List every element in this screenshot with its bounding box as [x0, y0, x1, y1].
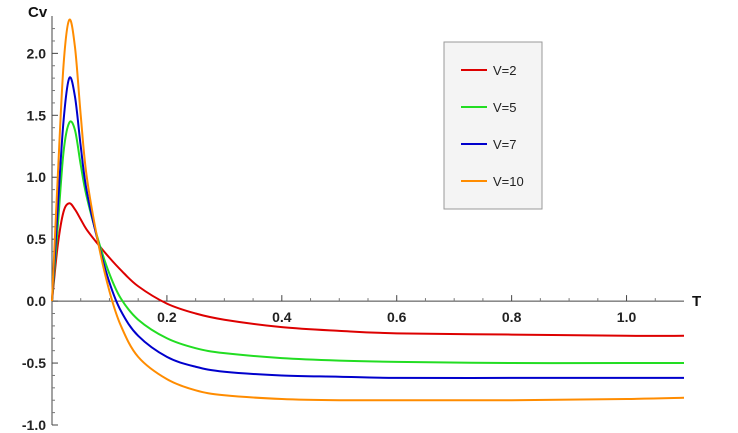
legend-label: V=7 [493, 137, 517, 152]
series-group [51, 18, 685, 402]
x-tick-label: 0.2 [157, 309, 177, 325]
y-axis-title: Cv [28, 4, 48, 21]
y-ticks: -1.0 -0.5 0.0 0.5 1.0 1.5 2.0 [22, 28, 58, 433]
x-tick-label: 1.0 [617, 309, 637, 325]
legend: V=2 V=5 V=7 V=10 [443, 41, 543, 210]
legend-label: V=2 [493, 63, 517, 78]
y-tick-label: 1.0 [27, 169, 47, 185]
x-axis-title: T [692, 293, 701, 310]
legend-label: V=10 [493, 174, 524, 189]
y-tick-label: -0.5 [22, 355, 46, 371]
axes: 0.2 0.4 0.6 0.8 1.0 -1.0-0.50.00.51.01.52.0 … [22, 4, 701, 433]
x-tick-label: 0.8 [502, 309, 522, 325]
legend-label: V=5 [493, 100, 517, 115]
series-line-2 [51, 120, 684, 365]
legend-entries: V=2 V=5 V=7 V=10 [461, 63, 524, 189]
series-line-3 [51, 76, 684, 380]
x-tick-label: 0.6 [387, 309, 407, 325]
y-tick-label: 0.5 [27, 231, 47, 247]
y-tick-label: 2.0 [27, 45, 47, 61]
legend-box [443, 41, 543, 210]
y-tick-label: 1.5 [27, 107, 47, 123]
x-tick-label: 0.4 [272, 309, 292, 325]
series-line-4 [51, 18, 685, 402]
x-ticks: 0.2 0.4 0.6 0.8 1.0 [80, 295, 656, 325]
series-line-1 [51, 202, 685, 337]
y-tick-label: 0.0 [27, 293, 47, 309]
y-tick-label: -1.0 [22, 417, 46, 433]
